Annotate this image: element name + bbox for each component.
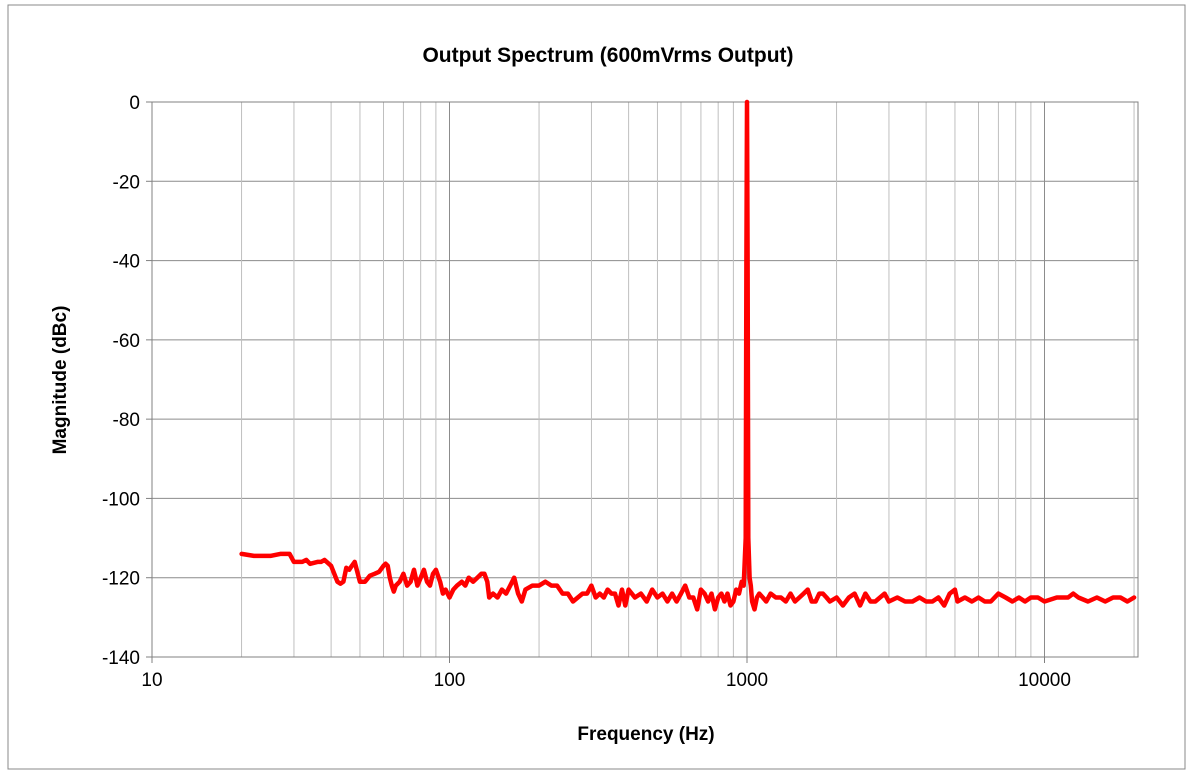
chart-area-border	[7, 4, 1186, 770]
plot-area-border	[151, 101, 1139, 658]
y-tick-label: 0	[129, 93, 140, 114]
x-tick-label: 10	[141, 670, 162, 691]
y-tick-label: -40	[113, 252, 140, 273]
y-tick-label: -80	[113, 410, 140, 431]
gridlines	[146, 101, 1138, 663]
y-tick-label: -100	[102, 489, 140, 510]
y-tick-label: -20	[113, 172, 140, 193]
y-tick-label: -140	[102, 648, 140, 669]
chart-title: Output Spectrum (600mVrms Output)	[422, 44, 793, 67]
y-axis-title: Magnitude (dBc)	[50, 306, 71, 455]
spectrum-series-line	[239, 99, 1137, 612]
series-layer	[239, 99, 1137, 612]
x-tick-label: 1000	[726, 670, 768, 691]
y-tick-labels: 0 -20 -40 -60 -80 -100 -120 -140	[102, 93, 140, 669]
y-tick-label: -120	[102, 569, 140, 590]
x-axis-title: Frequency (Hz)	[577, 724, 714, 745]
x-tick-label: 100	[434, 670, 466, 691]
x-tick-label: 10000	[1018, 670, 1071, 691]
y-tick-label: -60	[113, 331, 140, 352]
x-tick-labels: 10 100 1000 10000	[141, 670, 1070, 691]
